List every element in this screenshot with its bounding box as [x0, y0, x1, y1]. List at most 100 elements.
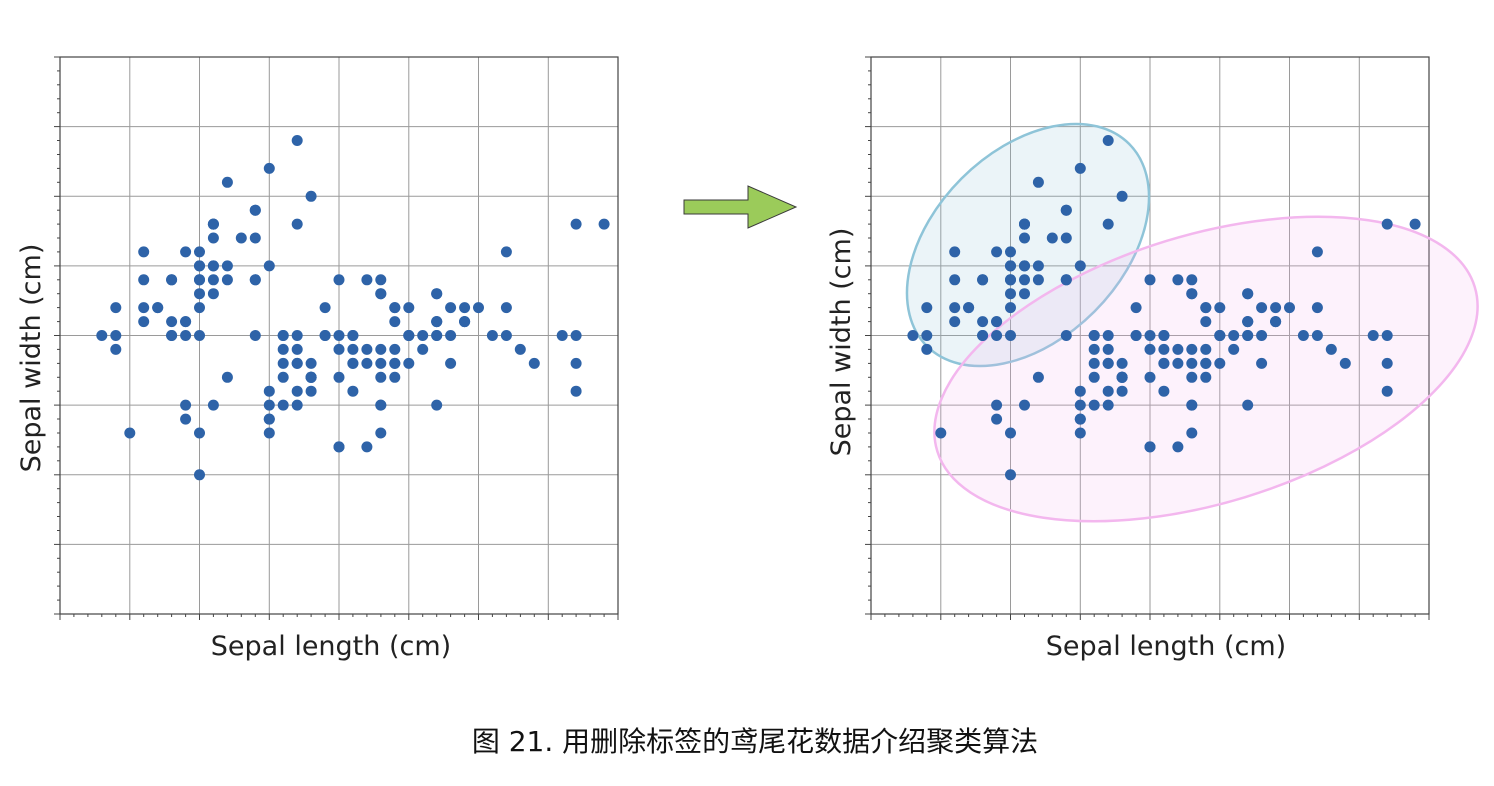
right-data-point [1088, 330, 1100, 341]
left-data-point [389, 343, 401, 355]
left-data-point [333, 441, 345, 453]
left-data-point [305, 190, 317, 202]
right-data-point [991, 399, 1003, 411]
right-data-point [1158, 343, 1170, 355]
left-data-point [319, 302, 331, 314]
right-data-point [1381, 357, 1393, 369]
right-data-point [1284, 302, 1295, 314]
right-data-point [1200, 357, 1212, 369]
left-data-point [305, 371, 317, 383]
left-data-point [110, 343, 122, 355]
left-data-point [207, 288, 219, 300]
left-data-point [194, 469, 205, 481]
left-data-point [152, 302, 164, 314]
right-grid [871, 57, 1429, 614]
right-data-point [1116, 190, 1128, 202]
right-data-point [1339, 357, 1351, 369]
right-ticks [865, 56, 1430, 620]
left-data-point [319, 330, 331, 341]
right-data-point [1130, 302, 1142, 314]
right-data-point [949, 302, 961, 314]
left-data-point [570, 385, 582, 397]
left-data-point [500, 330, 512, 341]
left-data-point [207, 218, 219, 230]
right-data-point [1088, 343, 1100, 355]
left-data-point [445, 357, 457, 369]
right-x-axis-label: Sepal length (cm) [1046, 631, 1286, 662]
right-data-point [1186, 357, 1198, 369]
right-data-point [1074, 162, 1086, 174]
right-points [907, 135, 1421, 481]
right-data-point [1074, 385, 1086, 397]
scatter-plot-clustered: Sepal length (cm) Sepal width (cm) [826, 56, 1479, 662]
left-data-point [180, 413, 192, 425]
right-data-point [949, 316, 961, 328]
left-data-point [375, 399, 387, 411]
left-data-point [445, 302, 457, 314]
right-data-point [1200, 371, 1212, 383]
right-data-point [977, 330, 989, 341]
left-data-point [389, 371, 401, 383]
right-data-point [1242, 288, 1254, 300]
right-data-point [1005, 260, 1016, 272]
left-data-point [403, 357, 415, 369]
right-data-point [1256, 330, 1268, 341]
left-data-point [110, 302, 122, 314]
right-data-point [1088, 371, 1100, 383]
right-data-point [1074, 399, 1086, 411]
left-data-point [389, 316, 401, 328]
left-data-point [305, 385, 317, 397]
right-data-point [1102, 135, 1114, 146]
left-data-point [403, 330, 415, 341]
right-data-point [963, 302, 975, 314]
right-data-point [1102, 385, 1114, 397]
right-data-point [977, 274, 989, 286]
right-data-point [1116, 357, 1128, 369]
right-data-point [1214, 330, 1226, 341]
right-data-point [1074, 427, 1086, 439]
right-data-point [1005, 427, 1016, 439]
right-data-point [977, 316, 989, 328]
left-data-point [221, 176, 233, 188]
right-data-point [921, 330, 933, 341]
left-data-point [166, 316, 178, 328]
right-data-point [1032, 371, 1044, 383]
right-data-point [949, 274, 961, 286]
left-data-point [333, 274, 345, 286]
right-data-point [1186, 288, 1198, 300]
right-data-point [991, 413, 1003, 425]
left-data-point [138, 274, 150, 286]
left-data-point [263, 260, 275, 272]
right-data-point [949, 246, 961, 258]
right-y-axis-label: Sepal width (cm) [826, 228, 857, 457]
left-data-point [263, 385, 275, 397]
left-data-point [291, 343, 303, 355]
right-data-point [1172, 441, 1184, 453]
left-data-point [263, 427, 275, 439]
left-data-point [221, 260, 233, 272]
right-data-point [1032, 260, 1044, 272]
left-data-point [514, 343, 526, 355]
left-data-point [528, 357, 540, 369]
right-data-point [1088, 357, 1100, 369]
left-data-point [417, 330, 429, 341]
left-data-point [207, 399, 219, 411]
left-data-point [473, 302, 484, 314]
left-data-point [180, 246, 192, 258]
right-data-point [1214, 357, 1226, 369]
left-data-point [417, 343, 429, 355]
right-data-point [991, 246, 1003, 258]
right-data-point [1381, 330, 1393, 341]
right-data-point [1158, 385, 1170, 397]
right-data-point [1130, 330, 1142, 341]
left-data-point [138, 302, 150, 314]
left-data-point [249, 204, 261, 216]
right-data-point [1200, 302, 1212, 314]
right-data-point [1074, 413, 1086, 425]
right-data-point [1144, 371, 1156, 383]
left-data-point [291, 357, 303, 369]
right-data-point [1186, 427, 1198, 439]
left-data-point [500, 246, 512, 258]
left-data-point [347, 385, 359, 397]
left-data-point [361, 441, 373, 453]
